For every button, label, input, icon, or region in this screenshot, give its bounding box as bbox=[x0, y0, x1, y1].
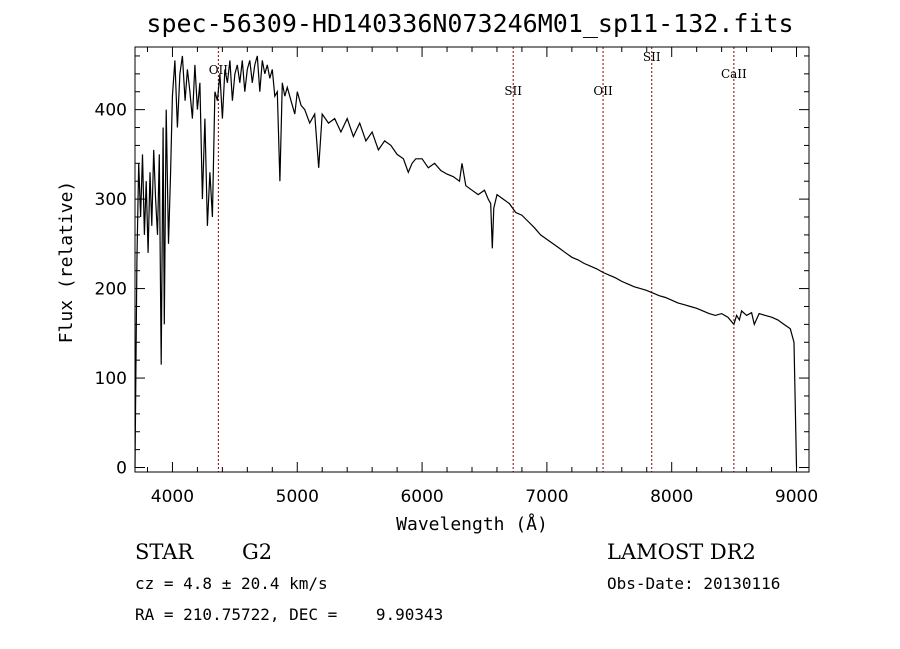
y-axis: 0 100 200 300 400 bbox=[95, 55, 809, 479]
x-tick-label: 9000 bbox=[775, 487, 818, 507]
spectrum-line bbox=[134, 55, 798, 468]
chart-title: spec-56309-HD140336N073246M01_sp11-132.f… bbox=[146, 9, 793, 38]
x-tick-label: 4000 bbox=[151, 487, 194, 507]
survey-name: LAMOST DR2 bbox=[607, 540, 756, 564]
line-marker-label: SII bbox=[504, 84, 522, 98]
line-marker-label: OII bbox=[593, 84, 613, 98]
line-marker-label: CaII bbox=[721, 67, 747, 81]
y-tick-label: 200 bbox=[95, 280, 127, 300]
y-tick-label: 0 bbox=[116, 459, 127, 479]
radec-text: RA = 210.75722, DEC = 9.90343 bbox=[135, 605, 443, 624]
line-markers: OII SII OII SII CaII bbox=[209, 47, 747, 472]
redshift-text: cz = 4.8 ± 20.4 km/s bbox=[135, 574, 328, 593]
line-marker-label: OII bbox=[209, 63, 229, 77]
y-tick-label: 100 bbox=[95, 369, 127, 389]
x-tick-label: 8000 bbox=[650, 487, 693, 507]
x-tick-label: 5000 bbox=[276, 487, 319, 507]
x-axis: 4000 5000 6000 7000 8000 9000 bbox=[146, 47, 818, 507]
obs-date: Obs-Date: 20130116 bbox=[607, 574, 780, 593]
y-tick-label: 400 bbox=[95, 101, 127, 121]
y-tick-label: 300 bbox=[95, 190, 127, 210]
x-axis-label: Wavelength (Å) bbox=[396, 513, 548, 535]
line-marker-label: SII bbox=[643, 50, 661, 64]
x-tick-label: 7000 bbox=[525, 487, 568, 507]
x-tick-label: 6000 bbox=[400, 487, 443, 507]
subclass: G2 bbox=[242, 540, 272, 564]
plot-frame bbox=[134, 46, 810, 473]
object-type: STAR bbox=[135, 540, 194, 564]
y-axis-label: Flux (relative) bbox=[56, 181, 77, 344]
